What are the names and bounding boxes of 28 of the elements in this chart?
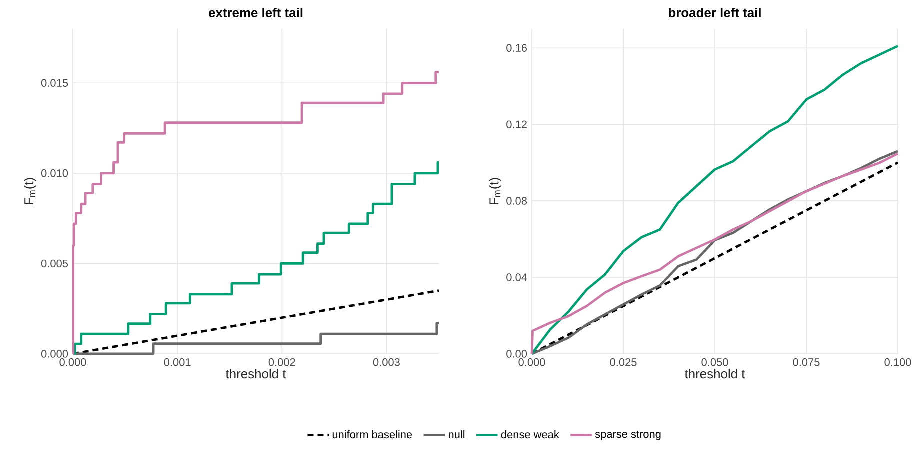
chart-title: extreme left tail — [209, 8, 303, 18]
x-tick-label: 0.002 — [268, 358, 296, 366]
y-tick-label: 0.005 — [41, 260, 68, 268]
y-tick-label: 0.12 — [506, 120, 527, 128]
y-tick-label: 0.000 — [41, 350, 68, 358]
x-tick-label: 0.000 — [518, 358, 546, 366]
x-axis-title: threshold t — [226, 369, 286, 379]
y-tick-label: 0.16 — [506, 44, 527, 52]
y-tick-label: 0.015 — [41, 79, 68, 88]
x-axis-title: threshold t — [684, 369, 746, 379]
x-tick-label: 0.100 — [884, 358, 912, 366]
y-tick-label: 0.04 — [506, 274, 528, 282]
legend-label: uniform baseline — [332, 430, 412, 439]
y-tick-label: 0.08 — [506, 197, 527, 205]
x-tick-label: 0.025 — [610, 358, 637, 366]
x-tick-label: 0.001 — [164, 358, 191, 366]
y-axis-title: F$_{m}$(t) — [24, 178, 36, 205]
legend-label: dense weak — [501, 430, 560, 439]
y-tick-label: 0.00 — [506, 350, 528, 358]
x-tick-label: 0.000 — [60, 358, 86, 366]
x-tick-label: 0.050 — [702, 358, 728, 366]
legend-label: null — [448, 430, 465, 439]
chart-title: broader left tail — [669, 8, 761, 18]
x-tick-label: 0.003 — [373, 358, 400, 366]
x-tick-label: 0.075 — [793, 358, 820, 366]
y-tick-label: 0.010 — [41, 170, 68, 178]
legend-label: sparse strong — [595, 430, 661, 440]
y-axis-title: F$_{m}$(t) — [489, 178, 502, 205]
